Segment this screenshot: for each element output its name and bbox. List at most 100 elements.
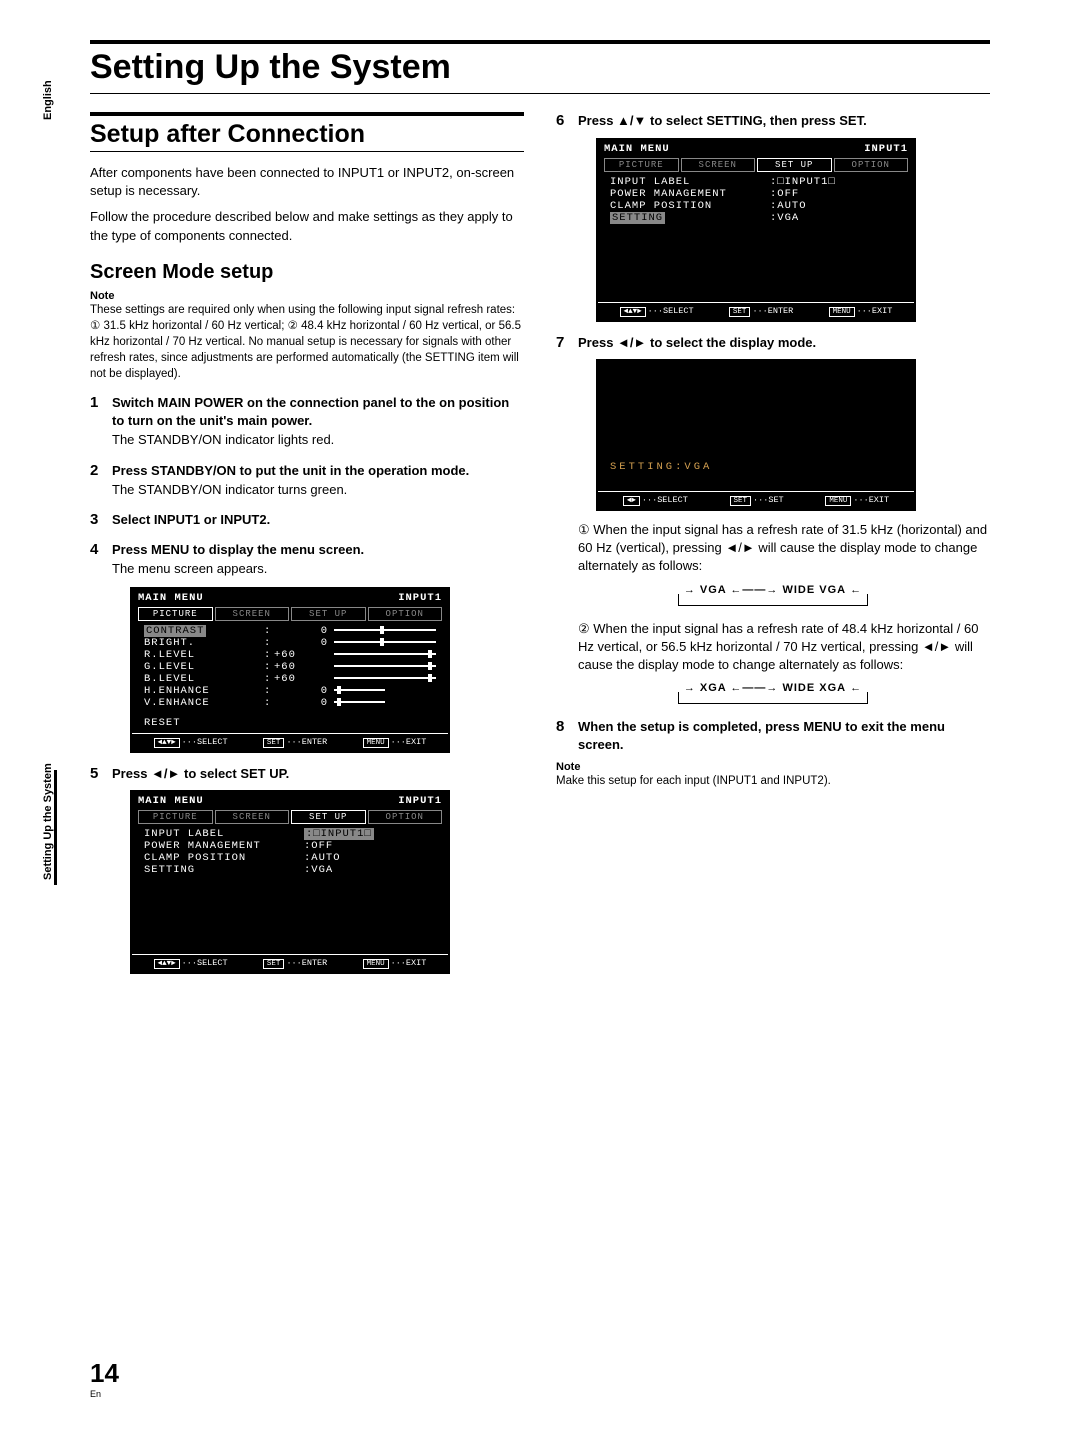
- osd-menu-setup: MAIN MENU INPUT1 PICTURE SCREEN SET UP O…: [130, 790, 450, 974]
- osd-title: MAIN MENU: [604, 143, 670, 155]
- osd-key-menu: MENU: [363, 959, 389, 969]
- osd-val: :OFF: [304, 840, 333, 852]
- page-lang-code: En: [90, 1389, 119, 1399]
- osd-val: 0: [274, 637, 334, 649]
- osd-item-glevel: G.LEVEL: [144, 661, 264, 673]
- osd-val: +60: [274, 661, 334, 673]
- osd-menu-picture: MAIN MENU INPUT1 PICTURE SCREEN SET UP O…: [130, 587, 450, 753]
- rule-top-thick: [90, 40, 990, 44]
- osd-title: MAIN MENU: [138, 795, 204, 807]
- osd-footer-enter: ENTER: [302, 737, 328, 747]
- side-tab-section: Setting Up the System: [42, 763, 54, 880]
- osd-key-menu: MENU: [825, 496, 851, 506]
- explanation-1: ① When the input signal has a refresh ra…: [556, 521, 990, 576]
- osd-footer-exit: EXIT: [872, 306, 892, 316]
- note-label: Note: [90, 290, 524, 302]
- osd-key-set: SET: [729, 307, 751, 317]
- osd-item-contrast: CONTRAST: [144, 625, 206, 637]
- note-text: These settings are required only when us…: [90, 302, 524, 382]
- osd-item-rlevel: R.LEVEL: [144, 649, 264, 661]
- osd-key-menu: MENU: [363, 738, 389, 748]
- step-7: 7 Press ◄/► to select the display mode.: [556, 334, 990, 352]
- osd-val: +60: [274, 649, 334, 661]
- osd-val: :AUTO: [770, 200, 807, 212]
- osd-val: :□INPUT1□: [304, 828, 374, 840]
- osd-key-menu: MENU: [829, 307, 855, 317]
- step-5: 5 Press ◄/► to select SET UP.: [90, 765, 524, 783]
- step-title: Press ◄/► to select SET UP.: [112, 765, 524, 783]
- left-column: Setup after Connection After components …: [90, 112, 524, 982]
- osd-footer-select: SELECT: [197, 958, 228, 968]
- step-title: Select INPUT1 or INPUT2.: [112, 511, 524, 529]
- step-title: Press ◄/► to select the display mode.: [578, 334, 990, 352]
- step-number: 3: [90, 511, 112, 529]
- osd-val: :AUTO: [304, 852, 341, 864]
- step-3: 3 Select INPUT1 or INPUT2.: [90, 511, 524, 529]
- osd-item-inputlabel: INPUT LABEL: [144, 828, 304, 840]
- step-title: Switch MAIN POWER on the connection pane…: [112, 394, 524, 429]
- step-number: 6: [556, 112, 578, 130]
- osd-input-indicator: INPUT1: [864, 143, 908, 155]
- osd-item-blevel: B.LEVEL: [144, 673, 264, 685]
- page-title: Setting Up the System: [90, 48, 990, 87]
- steps-list-left-2: 5 Press ◄/► to select SET UP.: [90, 765, 524, 783]
- section-title: Setup after Connection: [90, 120, 524, 149]
- two-column-layout: Setup after Connection After components …: [90, 112, 990, 982]
- note-label-right: Note: [556, 761, 990, 773]
- flow-node-xga: XGA: [700, 682, 726, 694]
- osd-val: :OFF: [770, 188, 799, 200]
- osd-key-set: SET: [263, 959, 285, 969]
- osd-tab-picture: PICTURE: [604, 158, 679, 172]
- osd-menu-setup-highlighted: MAIN MENU INPUT1 PICTURE SCREEN SET UP O…: [596, 138, 916, 322]
- osd-tab-picture: PICTURE: [138, 810, 213, 824]
- flow-node-widevga: WIDE VGA: [782, 584, 846, 596]
- osd-tab-option: OPTION: [834, 158, 909, 172]
- osd-tab-option: OPTION: [368, 607, 443, 621]
- osd-footer-exit: EXIT: [406, 958, 426, 968]
- step-6: 6 Press ▲/▼ to select SETTING, then pres…: [556, 112, 990, 130]
- osd-key-set: SET: [263, 738, 285, 748]
- osd-footer-exit: EXIT: [406, 737, 426, 747]
- step-number: 7: [556, 334, 578, 352]
- explanation-2: ② When the input signal has a refresh ra…: [556, 620, 990, 675]
- flow-node-vga: VGA: [700, 584, 726, 596]
- osd-tab-screen: SCREEN: [215, 607, 290, 621]
- osd-tab-screen: SCREEN: [215, 810, 290, 824]
- step-title: Press STANDBY/ON to put the unit in the …: [112, 462, 524, 480]
- step-2: 2 Press STANDBY/ON to put the unit in th…: [90, 462, 524, 500]
- osd-val: 0: [274, 625, 334, 637]
- osd-tab-screen: SCREEN: [681, 158, 756, 172]
- flow-node-widexga: WIDE XGA: [782, 682, 846, 694]
- steps-list-right-2: 7 Press ◄/► to select the display mode.: [556, 334, 990, 352]
- step-number: 2: [90, 462, 112, 500]
- osd-footer-enter: ENTER: [768, 306, 794, 316]
- osd-tab-setup: SET UP: [291, 810, 366, 824]
- step-number: 8: [556, 718, 578, 753]
- osd-item-bright: BRIGHT.: [144, 637, 264, 649]
- step-title: Press ▲/▼ to select SETTING, then press …: [578, 112, 990, 130]
- osd-tab-option: OPTION: [368, 810, 443, 824]
- side-tab-bar: [54, 770, 57, 885]
- page-number-value: 14: [90, 1358, 119, 1388]
- osd-footer-set: SET: [768, 495, 783, 505]
- osd-input-indicator: INPUT1: [398, 795, 442, 807]
- osd-item-henhance: H.ENHANCE: [144, 685, 264, 697]
- osd-val: :□INPUT1□: [770, 176, 836, 188]
- osd-val: 0: [274, 697, 334, 709]
- steps-list-left: 1 Switch MAIN POWER on the connection pa…: [90, 394, 524, 578]
- flow-diagram-1: → VGA ←——→ WIDE VGA ←: [556, 584, 990, 606]
- osd-val: :VGA: [304, 864, 333, 876]
- side-tab-language: English: [42, 80, 54, 120]
- step-number: 1: [90, 394, 112, 449]
- osd-input-indicator: INPUT1: [398, 592, 442, 604]
- osd-item-setting: SETTING: [144, 864, 304, 876]
- osd-tab-setup: SET UP: [291, 607, 366, 621]
- osd-item-powermgmt: POWER MANAGEMENT: [610, 188, 770, 200]
- osd-tab-picture: PICTURE: [138, 607, 213, 621]
- intro-paragraph-2: Follow the procedure described below and…: [90, 208, 524, 244]
- osd-item-powermgmt: POWER MANAGEMENT: [144, 840, 304, 852]
- rule-top-thin: [90, 93, 990, 94]
- step-number: 4: [90, 541, 112, 579]
- step-8: 8 When the setup is completed, press MEN…: [556, 718, 990, 753]
- osd-title: MAIN MENU: [138, 592, 204, 604]
